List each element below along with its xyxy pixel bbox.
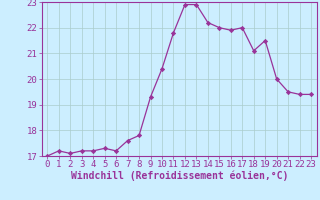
X-axis label: Windchill (Refroidissement éolien,°C): Windchill (Refroidissement éolien,°C) <box>70 171 288 181</box>
